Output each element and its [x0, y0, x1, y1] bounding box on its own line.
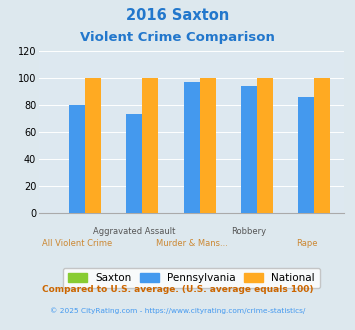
Bar — [85, 78, 101, 213]
Bar — [184, 82, 200, 213]
Text: Murder & Mans...: Murder & Mans... — [156, 239, 228, 248]
Bar — [200, 78, 216, 213]
Text: Compared to U.S. average. (U.S. average equals 100): Compared to U.S. average. (U.S. average … — [42, 285, 313, 294]
Bar — [298, 97, 315, 213]
Text: Aggravated Assault: Aggravated Assault — [93, 227, 175, 236]
Bar — [126, 115, 142, 213]
Bar — [257, 78, 273, 213]
Bar — [142, 78, 158, 213]
Text: Violent Crime Comparison: Violent Crime Comparison — [80, 31, 275, 44]
Text: Rape: Rape — [296, 239, 317, 248]
Text: Robbery: Robbery — [231, 227, 267, 236]
Text: © 2025 CityRating.com - https://www.cityrating.com/crime-statistics/: © 2025 CityRating.com - https://www.city… — [50, 308, 305, 314]
Bar — [69, 105, 85, 213]
Legend: Saxton, Pennsylvania, National: Saxton, Pennsylvania, National — [63, 268, 320, 288]
Text: 2016 Saxton: 2016 Saxton — [126, 8, 229, 23]
Bar — [241, 86, 257, 213]
Bar — [315, 78, 331, 213]
Text: All Violent Crime: All Violent Crime — [42, 239, 112, 248]
